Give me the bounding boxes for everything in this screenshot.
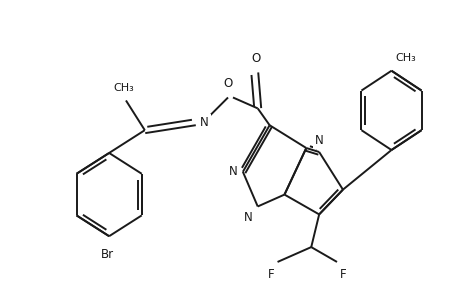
Text: N: N	[244, 212, 252, 224]
Text: N: N	[229, 165, 237, 178]
Text: F: F	[339, 268, 346, 281]
Text: O: O	[223, 76, 232, 90]
Text: CH₃: CH₃	[113, 82, 134, 92]
Text: N: N	[314, 134, 323, 147]
Text: N: N	[200, 116, 208, 129]
Text: F: F	[268, 268, 274, 281]
Text: O: O	[251, 52, 260, 65]
Text: Br: Br	[101, 248, 113, 261]
Text: CH₃: CH₃	[395, 53, 415, 63]
